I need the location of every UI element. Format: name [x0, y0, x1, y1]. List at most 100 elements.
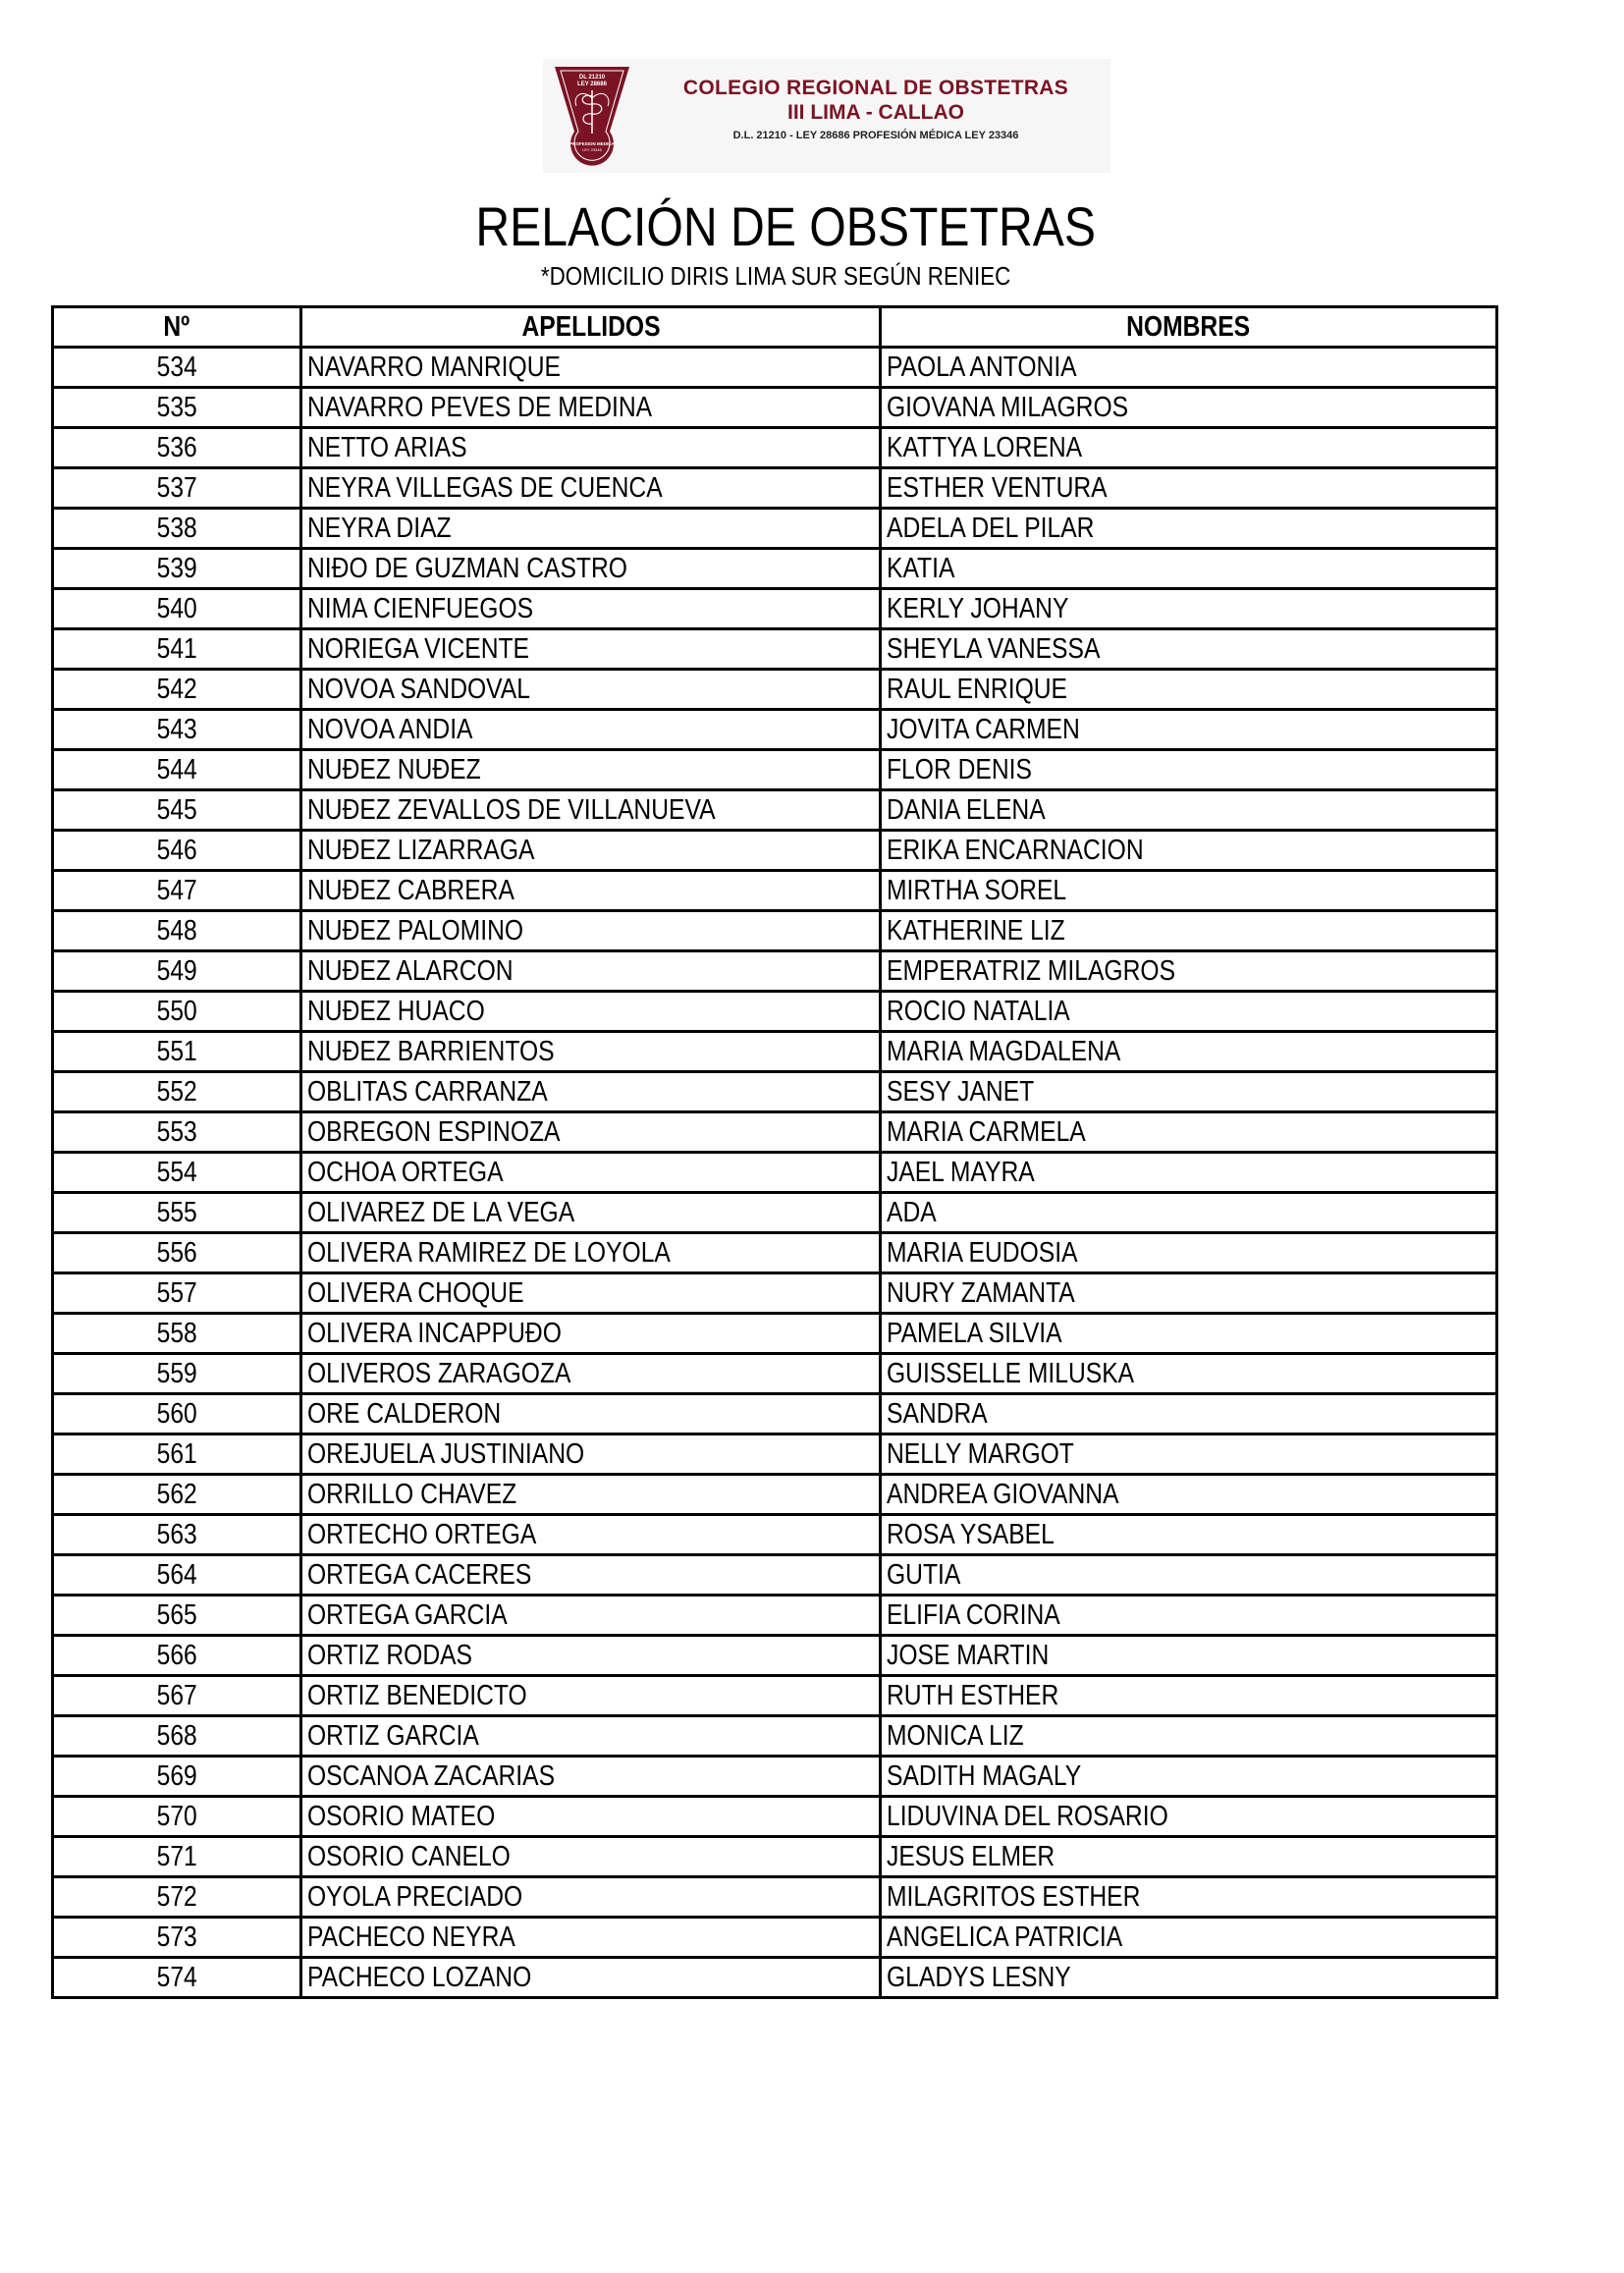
table-row: 561 OREJUELA JUSTINIANO NELLY MARGOT: [51, 1433, 1498, 1476]
apellidos-cell: NUÐEZ HUACO: [299, 990, 882, 1033]
number-cell: 570: [51, 1795, 302, 1838]
nombres-cell: GLADYS LESNY: [879, 1956, 1498, 1999]
apellidos-cell: ORTIZ BENEDICTO: [299, 1674, 882, 1717]
nombres-cell: GUISSELLE MILUSKA: [879, 1352, 1498, 1395]
apellidos-cell: NOVOA ANDIA: [299, 708, 882, 751]
org-name: COLEGIO REGIONAL DE OBSTETRAS: [682, 77, 1069, 99]
apellidos-cell: OCHOA ORTEGA: [299, 1151, 882, 1194]
nombres-cell: ERIKA ENCARNACION: [879, 829, 1498, 872]
table-row: 558 OLIVERA INCAPPUÐO PAMELA SILVIA: [51, 1312, 1498, 1355]
page-title-text: RELACIÓN DE OBSTETRAS: [475, 195, 1096, 257]
table-row: 541 NORIEGA VICENTE SHEYLA VANESSA: [51, 627, 1498, 671]
apellidos-cell: NUÐEZ CABRERA: [299, 869, 882, 912]
apellidos-cell: OSORIO MATEO: [299, 1795, 882, 1838]
nombres-cell: LIDUVINA DEL ROSARIO: [879, 1795, 1498, 1838]
nombres-cell: GUTIA: [879, 1553, 1498, 1597]
table-row: 554 OCHOA ORTEGA JAEL MAYRA: [51, 1151, 1498, 1194]
nombres-cell: JAEL MAYRA: [879, 1151, 1498, 1194]
table-row: 571 OSORIO CANELO JESUS ELMER: [51, 1835, 1498, 1878]
apellidos-cell: NORIEGA VICENTE: [299, 627, 882, 671]
apellidos-cell: OBLITAS CARRANZA: [299, 1070, 882, 1113]
table-row: 550 NUÐEZ HUACO ROCIO NATALIA: [51, 990, 1498, 1033]
number-cell: 535: [51, 386, 302, 429]
table-row: 564 ORTEGA CACERES GUTIA: [51, 1553, 1498, 1597]
number-cell: 557: [51, 1272, 302, 1315]
table-row: 562 ORRILLO CHAVEZ ANDREA GIOVANNA: [51, 1473, 1498, 1516]
nombres-cell: JESUS ELMER: [879, 1835, 1498, 1878]
nombres-cell: MIRTHA SOREL: [879, 869, 1498, 912]
number-cell: 550: [51, 990, 302, 1033]
apellidos-cell: NUÐEZ LIZARRAGA: [299, 829, 882, 872]
number-cell: 546: [51, 829, 302, 872]
column-header-apellidos: APELLIDOS: [299, 305, 882, 349]
nombres-cell: ADELA DEL PILAR: [879, 507, 1498, 550]
number-cell: 536: [51, 426, 302, 469]
table-row: 565 ORTEGA GARCIA ELIFIA CORINA: [51, 1594, 1498, 1637]
apellidos-cell: NUÐEZ NUÐEZ: [299, 748, 882, 791]
number-cell: 569: [51, 1755, 302, 1798]
number-cell: 566: [51, 1634, 302, 1677]
apellidos-cell: ORTECHO ORTEGA: [299, 1513, 882, 1556]
number-cell: 552: [51, 1070, 302, 1113]
apellidos-cell: OLIVEROS ZARAGOZA: [299, 1352, 882, 1395]
apellidos-cell: OSORIO CANELO: [299, 1835, 882, 1878]
number-cell: 554: [51, 1151, 302, 1194]
apellidos-cell: OSCANOA ZACARIAS: [299, 1755, 882, 1798]
table-row: 560 ORE CALDERON SANDRA: [51, 1392, 1498, 1435]
number-cell: 567: [51, 1674, 302, 1717]
apellidos-cell: OBREGON ESPINOZA: [299, 1110, 882, 1154]
number-cell: 538: [51, 507, 302, 550]
number-cell: 564: [51, 1553, 302, 1597]
svg-text:PROFESION MEDICA: PROFESION MEDICA: [569, 141, 615, 146]
column-header-nombres: NOMBRES: [879, 305, 1498, 349]
nombres-cell: MARIA EUDOSIA: [879, 1231, 1498, 1274]
number-cell: 561: [51, 1433, 302, 1476]
apellidos-cell: PACHECO LOZANO: [299, 1956, 882, 1999]
table-row: 568 ORTIZ GARCIA MONICA LIZ: [51, 1714, 1498, 1758]
page-subtitle: *DOMICILIO DIRIS LIMA SUR SEGÚN RENIEC: [0, 261, 1551, 292]
nombres-cell: NURY ZAMANTA: [879, 1272, 1498, 1315]
apellidos-cell: PACHECO NEYRA: [299, 1916, 882, 1959]
nombres-cell: ELIFIA CORINA: [879, 1594, 1498, 1637]
table-row: 537 NEYRA VILLEGAS DE CUENCA ESTHER VENTUR…: [51, 466, 1498, 510]
number-cell: 556: [51, 1231, 302, 1274]
number-cell: 540: [51, 587, 302, 630]
nombres-cell: MARIA CARMELA: [879, 1110, 1498, 1154]
table-row: 557 OLIVERA CHOQUE NURY ZAMANTA: [51, 1272, 1498, 1315]
apellidos-cell: NUÐEZ ALARCON: [299, 949, 882, 993]
apellidos-cell: OLIVAREZ DE LA VEGA: [299, 1191, 882, 1234]
nombres-cell: SADITH MAGALY: [879, 1755, 1498, 1798]
table-header-row: Nº APELLIDOS NOMBRES: [51, 305, 1498, 349]
table-row: 539 NIÐO DE GUZMAN CASTRO KATIA: [51, 547, 1498, 590]
number-cell: 568: [51, 1714, 302, 1758]
table-row: 555 OLIVAREZ DE LA VEGA ADA: [51, 1191, 1498, 1234]
apellidos-cell: NIÐO DE GUZMAN CASTRO: [299, 547, 882, 590]
table-row: 543 NOVOA ANDIA JOVITA CARMEN: [51, 708, 1498, 751]
nombres-cell: ROCIO NATALIA: [879, 990, 1498, 1033]
apellidos-cell: NAVARRO MANRIQUE: [299, 346, 882, 389]
number-cell: 542: [51, 668, 302, 711]
header-logo: DL 21210 LEY 28686 PROFESION MEDICA LEY …: [543, 59, 1110, 173]
number-cell: 565: [51, 1594, 302, 1637]
svg-text:LEY 28686: LEY 28686: [577, 81, 608, 87]
apellidos-cell: NUÐEZ BARRIENTOS: [299, 1030, 882, 1073]
nombres-cell: ROSA YSABEL: [879, 1513, 1498, 1556]
number-cell: 548: [51, 909, 302, 952]
org-region: III LIMA - CALLAO: [786, 101, 965, 124]
number-cell: 558: [51, 1312, 302, 1355]
number-cell: 560: [51, 1392, 302, 1435]
college-seal-icon: DL 21210 LEY 28686 PROFESION MEDICA LEY …: [555, 67, 629, 166]
apellidos-cell: NAVARRO PEVES DE MEDINA: [299, 386, 882, 429]
apellidos-cell: NUÐEZ PALOMINO: [299, 909, 882, 952]
apellidos-cell: OLIVERA INCAPPUÐO: [299, 1312, 882, 1355]
number-cell: 545: [51, 788, 302, 832]
apellidos-cell: NIMA CIENFUEGOS: [299, 587, 882, 630]
apellidos-cell: OLIVERA CHOQUE: [299, 1272, 882, 1315]
table-row: 570 OSORIO MATEO LIDUVINA DEL ROSARIO: [51, 1795, 1498, 1838]
table-row: 553 OBREGON ESPINOZA MARIA CARMELA: [51, 1110, 1498, 1154]
table-row: 547 NUÐEZ CABRERA MIRTHA SOREL: [51, 869, 1498, 912]
apellidos-cell: NEYRA DIAZ: [299, 507, 882, 550]
table-row: 556 OLIVERA RAMIREZ DE LOYOLA MARIA EUDOSI…: [51, 1231, 1498, 1274]
org-legal: D.L. 21210 - LEY 28686 PROFESIÓN MÉDICA …: [732, 130, 1019, 141]
table-row: 538 NEYRA DIAZ ADELA DEL PILAR: [51, 507, 1498, 550]
